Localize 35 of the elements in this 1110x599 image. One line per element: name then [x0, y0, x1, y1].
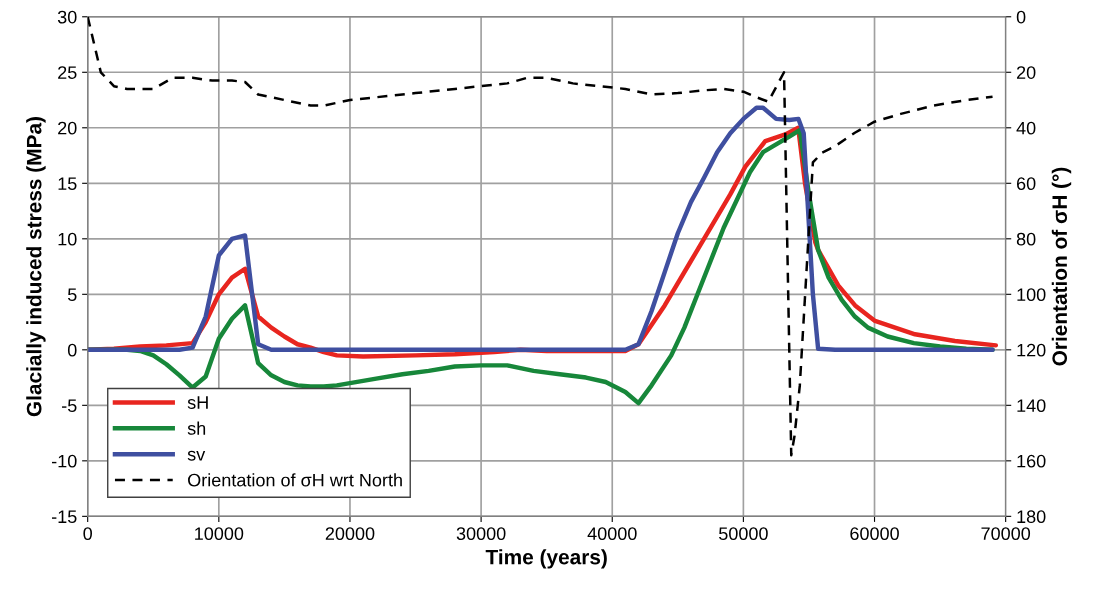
x-tick-label: 60000	[850, 527, 899, 541]
x-tick-label: 20000	[325, 527, 375, 541]
legend-label: Orientation of σH wrt North	[188, 473, 402, 487]
legend-label: sh	[187, 421, 206, 435]
y-tick-label: 5	[67, 288, 77, 302]
y-tick-label: 20	[58, 121, 77, 135]
y-tick-label: 10	[58, 232, 77, 246]
y2-tick-label: 140	[1017, 399, 1046, 413]
y-tick-label: -15	[51, 510, 77, 524]
x-tick-label: 50000	[719, 527, 768, 541]
y2-tick-label: 160	[1017, 454, 1046, 468]
x-tick-label: 70000	[981, 527, 1031, 541]
y2-tick-label: 100	[1017, 288, 1046, 302]
y-tick-label: -5	[62, 399, 77, 413]
x-tick-label: 40000	[587, 527, 637, 541]
x-tick-label: 0	[83, 527, 92, 541]
y2-tick-label: 120	[1017, 343, 1046, 357]
y2-tick-label: 180	[1017, 510, 1046, 524]
x-tick-label: 30000	[456, 527, 506, 541]
y-tick-label: -10	[51, 454, 77, 468]
y-tick-label: 15	[58, 177, 77, 191]
x-tick-label: 10000	[195, 527, 244, 541]
legend-label: sv	[187, 450, 206, 461]
y2-tick-label: 40	[1016, 121, 1036, 135]
y2-tick-label: 0	[1016, 10, 1026, 24]
y2-tick-label: 20	[1016, 66, 1036, 79]
y2-tick-label: 60	[1016, 177, 1036, 191]
y-tick-label: 0	[67, 343, 77, 357]
legend-label: sH	[187, 396, 208, 409]
y-tick-label: 25	[58, 66, 77, 79]
y2-tick-label: 80	[1016, 232, 1036, 246]
y2-axis-title: Orientation of σH (°)	[1051, 167, 1072, 366]
x-axis-title: Time (years)	[485, 549, 607, 569]
y-tick-label: 30	[57, 10, 77, 24]
y-axis-title: Glacially induced stress (MPa)	[26, 117, 46, 417]
